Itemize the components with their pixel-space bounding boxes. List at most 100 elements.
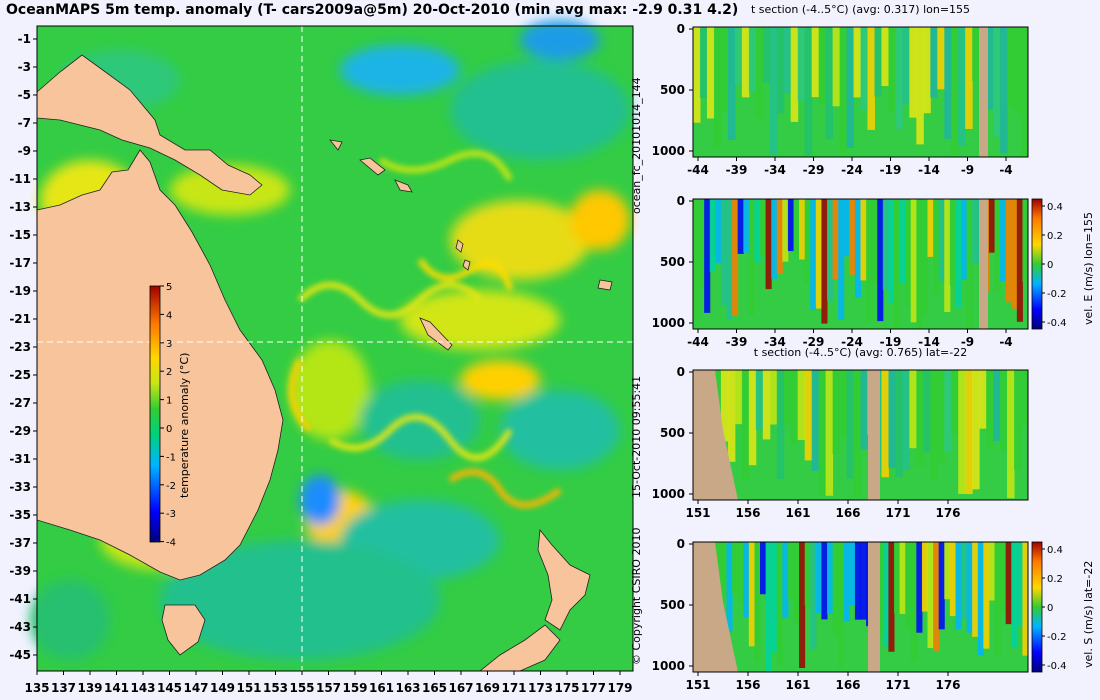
section-cell: [938, 199, 945, 282]
section-cell: [818, 370, 827, 496]
vel-cbar-tick-label: -0.4: [1047, 318, 1067, 329]
lon-tick-label: 151: [236, 681, 261, 695]
panel-y-tick-label: 1000: [652, 144, 685, 158]
lat-tick-label: -25: [9, 368, 31, 382]
section-panel[interactable]: t section (-4..5°C) (avg: 0.765) lat=-22…: [652, 346, 1029, 520]
section-cell: [693, 199, 700, 320]
section-cell: [988, 199, 995, 253]
panel-x-tick-label: 171: [885, 678, 910, 692]
section-cell: [1000, 370, 1008, 450]
new-guinea-landmass: [36, 54, 263, 196]
section-cell: [706, 27, 715, 119]
section-cell: [704, 199, 711, 313]
fiji-islands: [597, 279, 613, 291]
section-cell: [1005, 542, 1012, 625]
section-cell: [732, 199, 739, 316]
vel-cbar-tick-label: 0.4: [1047, 202, 1063, 213]
section-cell: [765, 542, 772, 672]
section-cell: [762, 370, 771, 440]
section-land: [693, 542, 738, 672]
lat-tick-label: -43: [9, 620, 31, 634]
panel-x-tick-label: -19: [880, 335, 902, 349]
lon-tick-label: 141: [104, 681, 129, 695]
section-cell: [804, 542, 811, 606]
section-panel[interactable]: t section (-4..5°C) (avg: 0.317) lon=155…: [652, 3, 1029, 177]
section-cell: [726, 199, 733, 319]
map-colorbar: 5 4 3 2 1 0 -1 -2 -3 -4 temperature anomaly (°C): [149, 282, 191, 549]
section-cell: [881, 370, 889, 478]
section-cell: [1000, 199, 1007, 282]
lon-tick-label: 155: [289, 681, 314, 695]
lat-tick-label: -35: [9, 508, 31, 522]
section-cell: [966, 199, 973, 329]
section-cell: [771, 199, 778, 279]
section-cell: [923, 370, 931, 453]
section-cell: [1007, 370, 1015, 499]
section-cell: [951, 27, 959, 155]
lon-tick-label: 137: [51, 681, 76, 695]
section-cell: [838, 199, 845, 320]
vel-cbar-tick-label: 0: [1047, 260, 1053, 271]
section-cell: [762, 27, 771, 83]
section-cell: [810, 542, 817, 650]
cbar-tick-label: -3: [166, 509, 176, 520]
panel-title: t section (-4..5°C) (avg: 0.317) lon=155: [751, 3, 970, 16]
section-cell: [927, 542, 934, 649]
section-cell: [1016, 199, 1023, 322]
cbar-tick-label: -1: [166, 452, 176, 463]
section-cell: [944, 27, 952, 139]
lon-tick-label: 149: [210, 681, 235, 695]
section-cell: [693, 27, 701, 123]
panel-x-tick-label: -34: [764, 163, 786, 177]
section-cell: [741, 370, 750, 480]
section-cell: [799, 199, 806, 260]
section-cell: [748, 542, 755, 647]
section-cell: [860, 199, 867, 281]
panel-x-tick-label: -44: [687, 335, 709, 349]
lat-tick-label: -11: [9, 172, 31, 186]
section-cell: [937, 370, 945, 464]
cbar-tick-label: 0: [166, 424, 172, 435]
section-cell: [854, 199, 861, 298]
cbar-tick-label: 2: [166, 367, 172, 378]
section-cell: [827, 542, 834, 615]
panel-x-tick-label: 151: [685, 506, 710, 520]
section-cell: [902, 370, 910, 470]
section-cell: [776, 199, 783, 275]
section-cell: [877, 199, 884, 322]
section-cell: [804, 199, 811, 284]
vel-cbar-label: vel. E (m/s) lon=155: [1082, 212, 1095, 325]
section-cell: [743, 542, 750, 618]
panel-x-tick-label: -44: [687, 163, 709, 177]
panel-x-tick-label: 156: [735, 678, 760, 692]
panel-y-tick-label: 500: [660, 598, 685, 612]
section-cell: [1014, 370, 1022, 470]
section-cell: [734, 27, 743, 85]
section-cell: [937, 27, 945, 90]
section-cell: [993, 27, 1001, 137]
section-cell: [776, 370, 785, 479]
section-cell: [832, 27, 841, 107]
section-panels: t section (-4..5°C) (avg: 0.317) lon=155…: [652, 3, 1095, 692]
section-cell: [966, 542, 973, 633]
section-cell: [888, 199, 895, 304]
section-cell: [916, 199, 923, 329]
section-cell: [994, 542, 1001, 657]
section-panel[interactable]: 0 500 1000-44 -39 -34 -29 -24 -19 -14 -9 -4 0.4 0.2 0…: [652, 194, 1095, 349]
panel-y-tick-label: 500: [660, 426, 685, 440]
section-cell: [771, 542, 778, 653]
section-cell: [755, 27, 764, 118]
section-cell: [776, 542, 783, 666]
section-cell: [961, 542, 968, 619]
section-cell: [1007, 27, 1015, 108]
section-cell: [1011, 542, 1018, 648]
section-cell: [993, 370, 1001, 442]
section-cell: [933, 542, 940, 651]
section-cell: [923, 27, 931, 114]
section-cell: [846, 370, 855, 479]
panel-frame: [692, 541, 1029, 673]
vel-cbar-label: vel. S (m/s) lat=-22: [1082, 561, 1095, 668]
lat-tick-label: -15: [9, 228, 31, 242]
